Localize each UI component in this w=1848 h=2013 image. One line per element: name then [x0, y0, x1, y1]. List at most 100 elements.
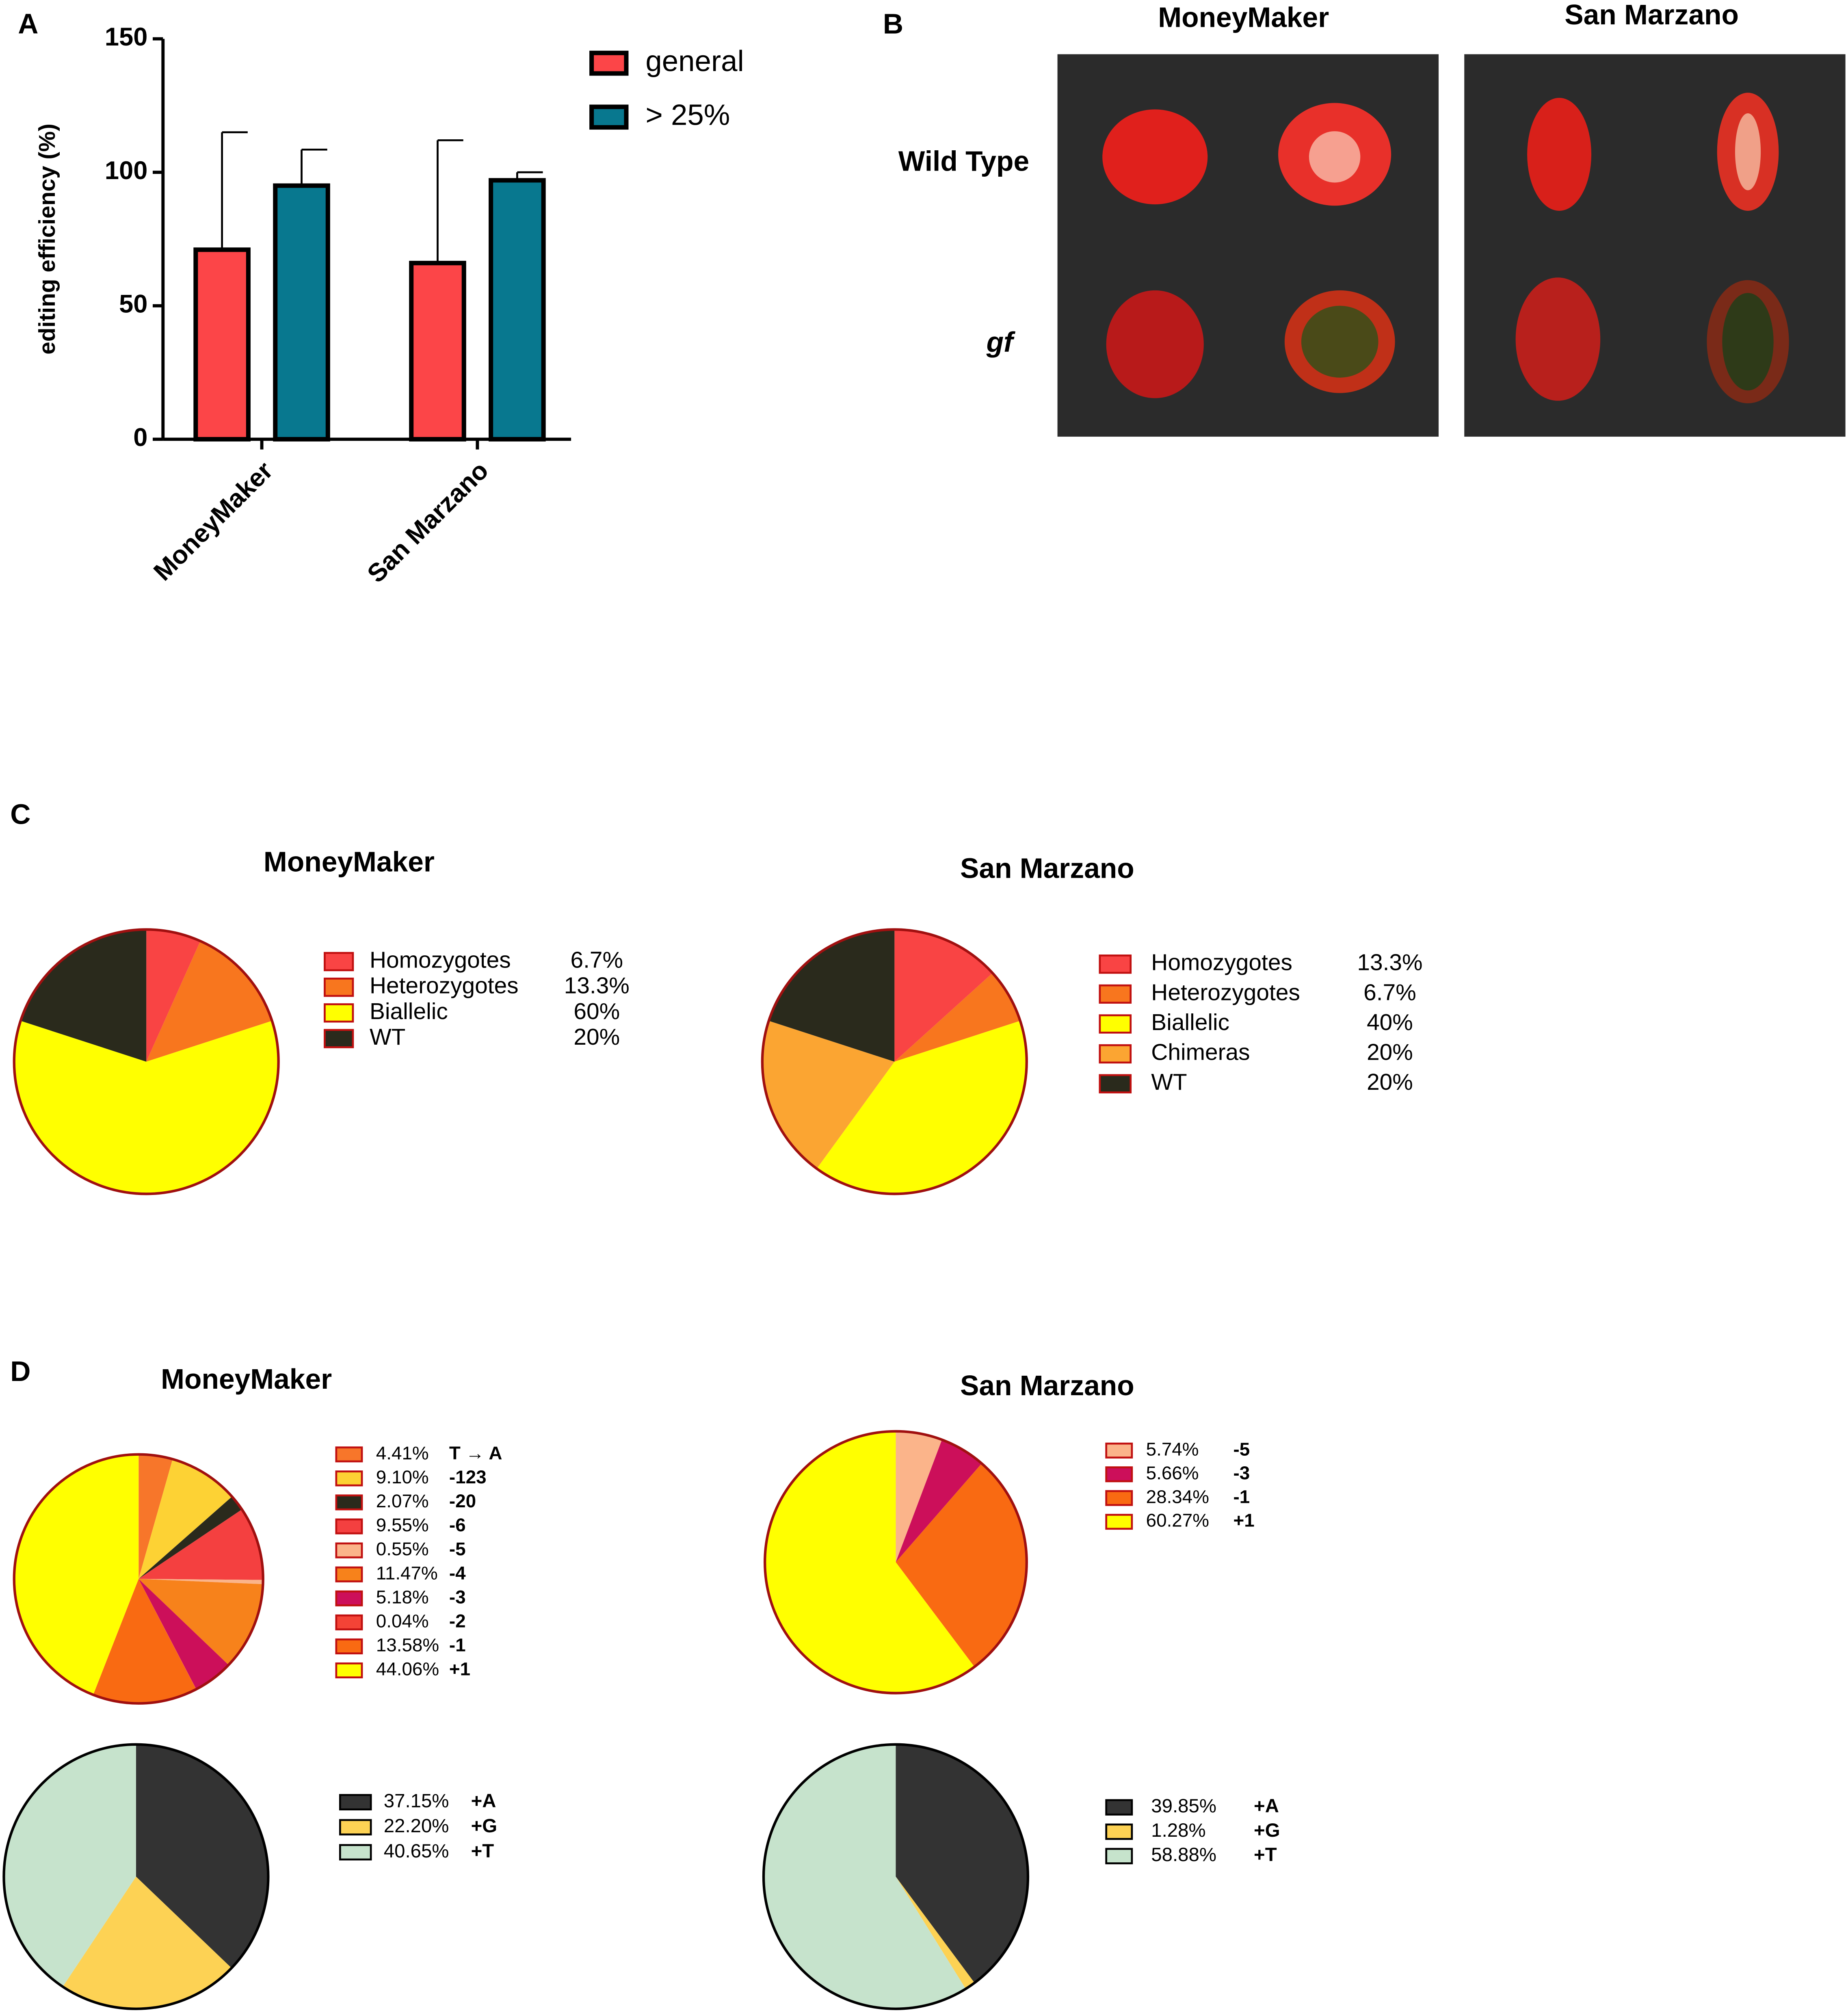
legend-value: 39.85% — [1151, 1795, 1216, 1817]
pie-slice — [896, 1431, 942, 1563]
legend-label: -2 — [449, 1610, 466, 1631]
pie-slice — [768, 929, 895, 1062]
pie-edge — [764, 1430, 1028, 1695]
legend-label: Biallelic — [1151, 1010, 1229, 1035]
legend-swatch — [335, 1590, 363, 1606]
legend-value: 60.27% — [1146, 1510, 1209, 1531]
legend-value: 11.47% — [376, 1563, 438, 1583]
legend-value: 13.3% — [1357, 950, 1422, 976]
pie-slice — [63, 1877, 232, 2009]
tomato — [1102, 109, 1208, 205]
legend-label: +T — [1254, 1844, 1277, 1866]
legend-swatch — [335, 1470, 363, 1487]
legend-value: 28.34% — [1146, 1486, 1209, 1507]
pie-slice — [896, 1439, 982, 1563]
y-tick-label: 0 — [133, 423, 147, 452]
legend-value: 5.66% — [1146, 1463, 1199, 1483]
legend-value: 37.15% — [384, 1790, 449, 1812]
legend-swatch — [324, 952, 354, 972]
legend-label: WT — [370, 1024, 405, 1050]
legend-label: -123 — [449, 1467, 487, 1487]
y-tick-label: 150 — [105, 23, 147, 51]
panel-label: A — [18, 8, 38, 39]
legend-swatch — [335, 1662, 363, 1679]
legend-label: -20 — [449, 1491, 476, 1511]
pie-slice — [4, 1744, 136, 1987]
legend-swatch — [324, 977, 354, 997]
legend-value: 4.41% — [376, 1443, 429, 1463]
legend-swatch — [1099, 1074, 1132, 1093]
legend-value: 20% — [1367, 1069, 1413, 1095]
legend-label: -3 — [1233, 1463, 1250, 1483]
photo-panel: MoneyMaker San Marzano Wild Type gf — [898, 0, 1846, 437]
legend-swatch — [335, 1566, 363, 1582]
row-label: gf — [986, 326, 1015, 358]
photo — [1057, 54, 1439, 437]
legend-label: Heterozygotes — [1151, 980, 1300, 1005]
legend-value: 13.58% — [376, 1635, 439, 1656]
tomato — [1106, 290, 1204, 398]
pie-slice — [138, 1459, 232, 1579]
pie-edge — [13, 1453, 264, 1705]
legend-value: 13.3% — [564, 973, 630, 999]
legend-swatch — [335, 1518, 363, 1535]
pie-slice — [146, 929, 201, 1062]
pie-slice — [136, 1744, 268, 1968]
legend-swatch — [335, 1638, 363, 1654]
legend-label: -4 — [449, 1563, 466, 1583]
pie-slice — [138, 1454, 173, 1579]
y-tick-label: 100 — [105, 156, 147, 185]
pie-slice — [764, 1744, 966, 2009]
legend-value: 9.10% — [376, 1467, 429, 1487]
panel-label: B — [883, 8, 903, 39]
legend-label: +T — [471, 1840, 494, 1862]
panel-label: C — [10, 799, 30, 830]
tomato — [1515, 277, 1601, 401]
legend-value: 20% — [1367, 1040, 1413, 1065]
legend-swatch — [335, 1542, 363, 1558]
legend-label: +A — [471, 1790, 496, 1812]
legend-label: +1 — [1233, 1510, 1254, 1531]
legend-label: -5 — [449, 1539, 466, 1559]
x-tick-label: San Marzano — [362, 456, 494, 588]
legend-swatch — [1105, 1823, 1133, 1840]
legend-label: +A — [1254, 1795, 1279, 1817]
chart-title: MoneyMaker — [161, 1363, 332, 1395]
legend-swatch — [589, 104, 629, 130]
pie-slice — [14, 1021, 279, 1194]
legend-swatch — [1105, 1848, 1133, 1864]
legend-swatch — [1099, 984, 1132, 1004]
pie-slice — [14, 1454, 139, 1695]
legend-label: -1 — [1233, 1486, 1250, 1507]
row-label: Wild Type — [898, 145, 1029, 177]
legend-value: 40% — [1367, 1010, 1413, 1035]
legend-swatch — [1099, 1014, 1132, 1034]
legend-value: 6.7% — [1363, 980, 1416, 1005]
legend-label: Heterozygotes — [370, 973, 519, 999]
legend-value: 60% — [573, 999, 620, 1024]
legend-swatch — [1105, 1514, 1133, 1530]
pie-slice — [138, 1509, 263, 1580]
pie-edge — [13, 928, 280, 1195]
pie-slice — [896, 1744, 1028, 1983]
pie-slice — [894, 929, 993, 1062]
legend-label: WT — [1151, 1069, 1187, 1095]
legend-label: +G — [1254, 1820, 1280, 1841]
pie-slice — [896, 1877, 975, 1989]
pie-slice — [894, 973, 1020, 1062]
pie-slice — [817, 1021, 1027, 1194]
legend-label: -1 — [449, 1635, 466, 1656]
legend-swatch — [1099, 955, 1132, 974]
chart-title: MoneyMaker — [264, 846, 435, 878]
pie-slice — [138, 1579, 197, 1690]
legend-swatch — [324, 1029, 354, 1048]
legend-swatch — [335, 1446, 363, 1463]
legend-value: 0.55% — [376, 1539, 429, 1559]
x-tick-label: MoneyMaker — [148, 456, 278, 586]
legend-label: Homozygotes — [370, 947, 511, 973]
pie-slice — [138, 1579, 263, 1665]
legend-swatch — [1099, 1044, 1132, 1064]
legend-label: +1 — [449, 1659, 470, 1680]
pie-edge — [762, 1743, 1030, 2010]
legend-swatch — [1105, 1442, 1133, 1459]
